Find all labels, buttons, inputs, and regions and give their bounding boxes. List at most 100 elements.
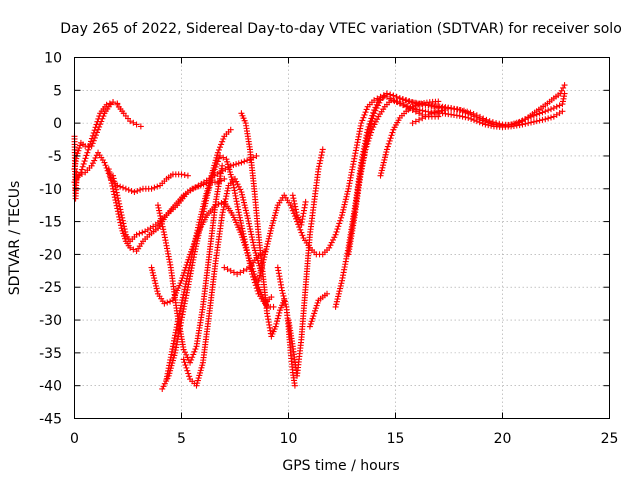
data-point [240,199,247,206]
data-point [422,113,429,120]
data-point [441,107,448,114]
data-point [388,97,395,104]
data-point [183,275,190,282]
data-point [389,129,396,136]
data-point [250,242,257,249]
data-point [117,209,124,216]
data-point [205,182,212,189]
data-point [282,301,289,308]
data-point [193,229,200,236]
data-point [371,97,378,104]
data-point [119,214,126,221]
data-point [383,90,390,97]
series-arc-15 [274,264,298,389]
data-point [185,267,192,274]
data-point [243,246,250,253]
data-point [171,352,178,359]
data-point [200,203,207,210]
data-point [160,383,167,390]
data-point [152,280,159,287]
data-point [242,204,249,211]
data-point [113,189,120,196]
data-point [96,123,103,130]
data-point [83,152,90,159]
data-point [233,161,240,168]
data-point [299,232,306,239]
data-point [121,226,128,233]
data-point [268,225,275,232]
data-point [363,106,370,113]
data-point [415,101,422,108]
data-point [264,240,271,247]
data-point [281,295,288,302]
chart-title: Day 265 of 2022, Sidereal Day-to-day VTE… [60,21,622,37]
data-point [111,178,118,185]
data-point [223,190,230,197]
data-point [259,261,266,268]
data-point [226,166,233,173]
data-point [239,194,246,201]
series-arc-8 [163,126,234,383]
data-point [206,180,213,187]
data-point [280,292,287,299]
data-point [89,140,96,147]
series-arc-11 [238,110,288,340]
data-point [116,203,123,210]
data-point [180,291,187,298]
series-arc-22 [409,107,448,127]
data-point [219,212,226,219]
data-point [127,244,134,251]
data-point [89,160,96,167]
data-point [82,155,89,162]
data-point [190,246,197,253]
data-point [336,220,343,227]
data-point [212,159,219,166]
data-point [181,171,188,178]
data-point [194,377,201,384]
data-point [78,171,85,178]
data-point [289,192,296,199]
data-point [539,116,546,123]
data-point [227,171,234,178]
data-point [276,309,283,316]
data-point [182,362,189,369]
data-point [319,146,326,153]
data-point [178,171,185,178]
data-point [116,200,123,207]
data-point [378,170,385,177]
data-point [88,162,95,169]
data-point [370,124,377,131]
data-point [202,195,209,202]
data-point [482,121,489,128]
data-point [374,102,381,109]
data-point [459,108,466,115]
data-point [97,121,104,128]
data-point [553,103,560,110]
data-point [88,143,95,150]
data-point [240,267,247,274]
data-point [246,257,253,264]
data-point [272,209,279,216]
data-point [159,223,166,230]
data-point [217,152,224,159]
data-point [178,302,185,309]
data-point [462,114,469,121]
data-point [328,239,335,246]
data-point [151,184,158,191]
data-point [95,126,102,133]
data-point [360,114,367,121]
data-point [293,209,300,216]
data-point [209,170,216,177]
data-point [388,132,395,139]
data-point [119,217,126,224]
y-tick-label: 5 [53,83,62,99]
y-tick-label: -25 [39,280,62,296]
data-point [179,297,186,304]
data-point [220,206,227,213]
data-point [186,264,193,271]
data-point [197,367,204,374]
data-point [79,163,86,170]
data-point [379,164,386,171]
data-point [106,168,113,175]
data-point [188,356,195,363]
